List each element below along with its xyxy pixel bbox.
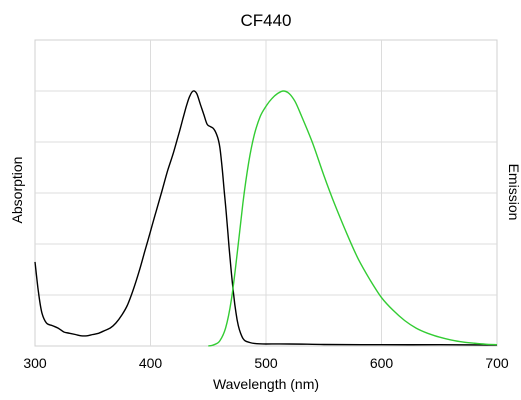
x-tick-label: 400 <box>139 355 163 371</box>
x-tick-labels: 300 400 500 600 700 <box>23 355 509 371</box>
emission-series-line <box>208 90 498 347</box>
absorption-series-line <box>34 90 498 346</box>
x-tick-label: 600 <box>370 355 394 371</box>
x-tick-label: 700 <box>485 355 509 371</box>
chart-title: CF440 <box>240 11 291 30</box>
x-tick-label: 500 <box>254 355 278 371</box>
x-tick-label: 300 <box>23 355 47 371</box>
grid-lines <box>35 40 497 346</box>
y-axis-label-right: Emission <box>506 164 521 221</box>
x-axis-label: Wavelength (nm) <box>213 376 319 392</box>
series-layer <box>34 90 498 347</box>
y-axis-label-left: Absorption <box>9 157 25 224</box>
